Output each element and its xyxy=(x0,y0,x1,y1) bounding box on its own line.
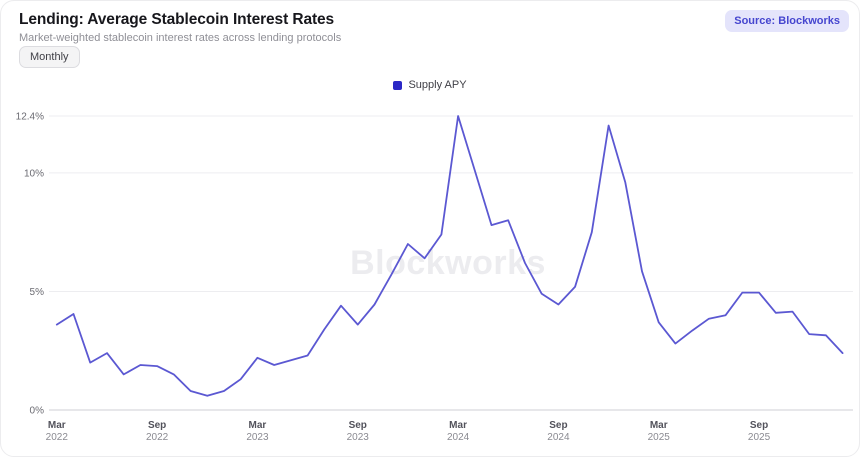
y-axis-tick-label: 5% xyxy=(30,287,45,298)
frequency-toggle-button[interactable]: Monthly xyxy=(19,46,80,68)
x-axis-tick-month: Mar xyxy=(449,420,467,431)
supply-apy-line[interactable] xyxy=(55,115,844,397)
x-axis-tick-year: 2022 xyxy=(146,432,169,443)
x-axis-tick-month: Sep xyxy=(148,420,166,431)
chart-legend: Supply APY xyxy=(1,79,859,91)
x-axis-tick-month: Sep xyxy=(750,420,768,431)
supply-apy-legend-label: Supply APY xyxy=(408,79,467,91)
x-axis-tick-year: 2023 xyxy=(246,432,269,443)
source-badge[interactable]: Source: Blockworks xyxy=(725,10,849,32)
x-axis-tick-month: Sep xyxy=(549,420,567,431)
blockworks-watermark: Blockworks xyxy=(350,244,546,282)
x-axis-tick-year: 2025 xyxy=(648,432,671,443)
supply-apy-legend-swatch xyxy=(393,80,403,90)
page-subtitle: Market-weighted stablecoin interest rate… xyxy=(19,32,342,44)
page-title: Lending: Average Stablecoin Interest Rat… xyxy=(19,11,335,28)
y-axis-tick-label: 10% xyxy=(24,168,44,179)
y-axis-tick-label: 12.4% xyxy=(16,112,44,123)
x-axis-tick-year: 2024 xyxy=(547,432,570,443)
x-axis-tick-year: 2024 xyxy=(447,432,470,443)
x-axis-tick-month: Mar xyxy=(650,420,668,431)
x-axis-tick-month: Mar xyxy=(48,420,66,431)
x-axis-tick-month: Sep xyxy=(349,420,367,431)
x-axis-tick-year: 2023 xyxy=(347,432,370,443)
x-axis-tick-year: 2025 xyxy=(748,432,771,443)
x-axis-tick-month: Mar xyxy=(249,420,267,431)
x-axis-tick-year: 2022 xyxy=(46,432,69,443)
y-axis-tick-label: 0% xyxy=(30,406,45,417)
